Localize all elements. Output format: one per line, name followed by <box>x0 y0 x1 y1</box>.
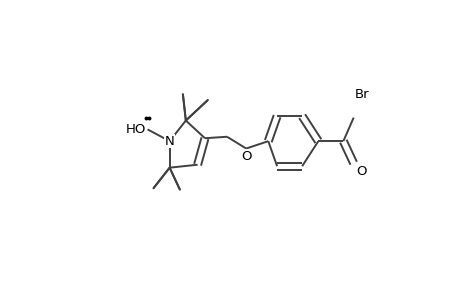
Text: O: O <box>356 165 366 178</box>
Text: N: N <box>164 135 174 148</box>
Text: HO: HO <box>125 123 146 136</box>
Text: Br: Br <box>354 88 369 100</box>
Text: O: O <box>241 150 251 163</box>
